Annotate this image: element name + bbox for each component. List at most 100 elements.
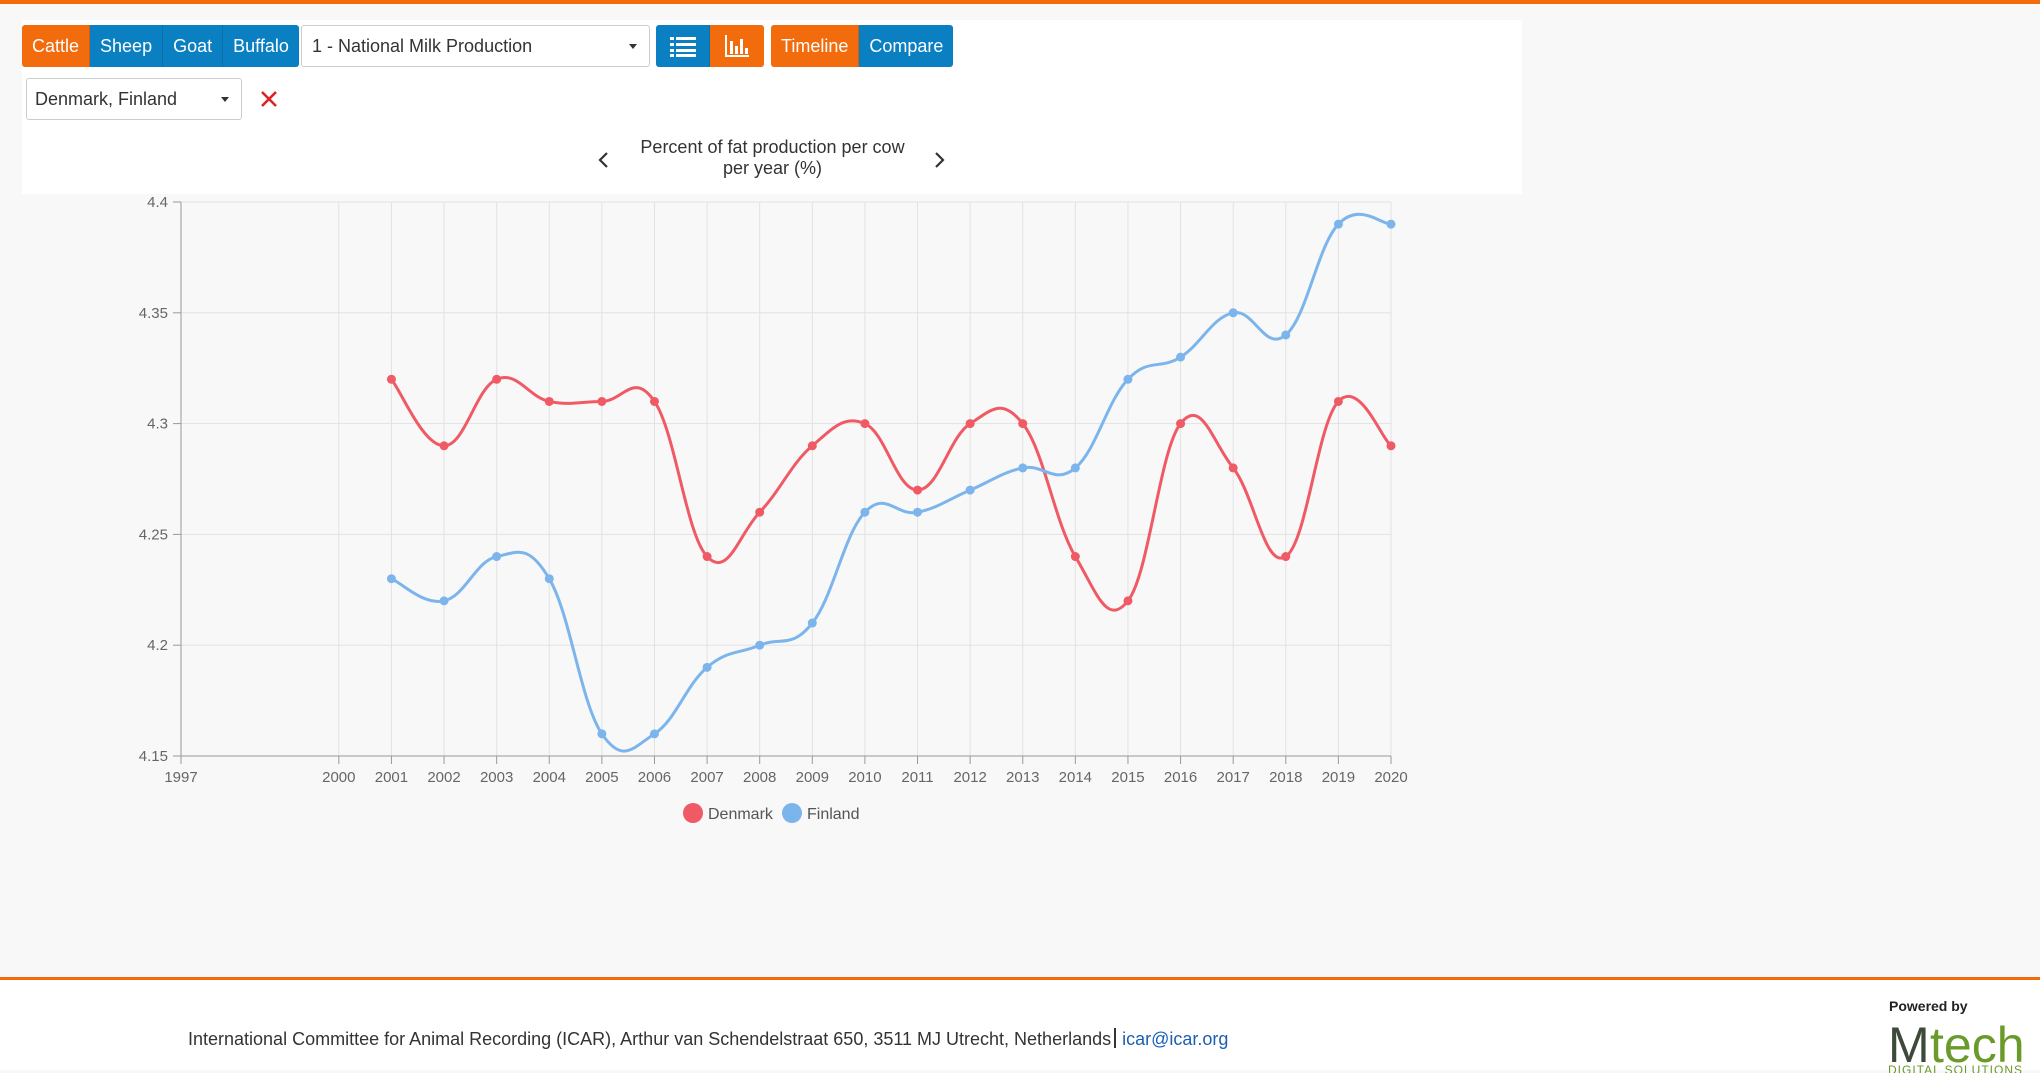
footer-address: International Committee for Animal Recor… [188, 1028, 1228, 1050]
tab-goat[interactable]: Goat [163, 25, 224, 67]
close-icon[interactable] [258, 86, 280, 112]
x-tick-label: 2017 [1216, 769, 1249, 786]
data-point-finland [649, 729, 659, 739]
y-tick-label: 4.15 [139, 748, 168, 765]
data-point-denmark [1228, 463, 1238, 473]
svg-text:M: M [1888, 1018, 1930, 1073]
data-point-finland [597, 729, 607, 739]
mtech-logo[interactable]: M tech DIGITAL SOLUTIONS [1888, 1018, 2038, 1073]
tab-timeline[interactable]: Timeline [771, 25, 860, 67]
legend-marker-finland [782, 803, 802, 823]
chart-title: Percent of fat production per cow per ye… [640, 137, 905, 178]
legend-marker-denmark [683, 803, 703, 823]
x-tick-label: 2013 [1006, 769, 1039, 786]
bar-chart-icon [725, 35, 749, 57]
x-tick-label: 2016 [1164, 769, 1197, 786]
data-point-denmark [1123, 596, 1133, 606]
data-point-denmark [913, 485, 923, 495]
data-point-denmark [544, 396, 554, 406]
data-point-finland [1176, 352, 1186, 362]
chevron-left-icon[interactable] [594, 148, 614, 172]
data-point-denmark [386, 374, 396, 384]
footer: International Committee for Animal Recor… [0, 977, 2040, 1073]
footer-address-text: International Committee for Animal Recor… [188, 1029, 1112, 1049]
data-point-denmark [1176, 419, 1186, 429]
country-select-value: Denmark, Finland [35, 89, 178, 109]
data-point-denmark [1018, 419, 1028, 429]
data-point-finland [439, 596, 449, 606]
data-point-finland [544, 574, 554, 584]
data-point-denmark [755, 507, 765, 517]
data-point-denmark [965, 419, 975, 429]
data-point-finland [1228, 308, 1238, 318]
data-point-finland [386, 574, 396, 584]
data-point-denmark [807, 441, 817, 451]
x-tick-label: 2018 [1269, 769, 1302, 786]
data-point-finland [1281, 330, 1291, 340]
x-tick-label: 1997 [164, 769, 197, 786]
data-point-denmark [492, 374, 502, 384]
x-tick-label: 2010 [848, 769, 881, 786]
data-point-finland [860, 507, 870, 517]
view-toggle [656, 25, 764, 67]
data-point-finland [702, 662, 712, 672]
tab-buffalo[interactable]: Buffalo [223, 25, 299, 67]
data-point-denmark [1070, 552, 1080, 562]
x-tick-label: 2011 [901, 769, 933, 786]
x-tick-label: 2008 [743, 769, 776, 786]
data-point-finland [807, 618, 817, 628]
x-tick-label: 2019 [1322, 769, 1355, 786]
list-icon [669, 37, 696, 57]
data-point-denmark [439, 441, 449, 451]
x-tick-label: 2003 [480, 769, 513, 786]
data-point-denmark [702, 552, 712, 562]
data-point-denmark [1333, 396, 1343, 406]
svg-text:DIGITAL SOLUTIONS: DIGITAL SOLUTIONS [1888, 1063, 2023, 1073]
list-view-button[interactable] [656, 25, 710, 67]
report-select[interactable]: 1 - National Milk Production [301, 25, 650, 67]
y-tick-label: 4.3 [147, 416, 168, 433]
y-tick-label: 4.25 [139, 526, 168, 543]
data-point-denmark [1386, 441, 1396, 451]
x-tick-label: 2020 [1374, 769, 1407, 786]
tab-compare[interactable]: Compare [859, 25, 954, 67]
chevron-down-icon [629, 44, 637, 49]
footer-email-link[interactable]: icar@icar.org [1122, 1029, 1229, 1049]
data-point-finland [1123, 374, 1133, 384]
y-tick-label: 4.35 [139, 305, 168, 322]
species-tabs: Cattle Sheep Goat Buffalo [22, 25, 299, 67]
y-tick-label: 4.4 [147, 194, 168, 211]
x-tick-label: 2015 [1111, 769, 1144, 786]
x-tick-label: 2005 [585, 769, 618, 786]
x-tick-label: 2009 [796, 769, 829, 786]
tab-sheep[interactable]: Sheep [90, 25, 164, 67]
data-point-finland [1386, 219, 1396, 229]
chevron-down-icon [221, 97, 229, 102]
data-point-finland [913, 507, 923, 517]
data-point-denmark [597, 396, 607, 406]
data-point-finland [1018, 463, 1028, 473]
x-tick-label: 2007 [690, 769, 723, 786]
powered-by-label: Powered by [1889, 998, 1968, 1014]
line-chart: 4.15 4.2 4.25 4.3 4.35 4.4 1997 2000 2001 2002 200… [139, 194, 1408, 823]
x-tick-label: 2002 [427, 769, 460, 786]
series-line-denmark [390, 376, 1393, 612]
x-tick-label: 2006 [638, 769, 671, 786]
report-select-value: 1 - National Milk Production [312, 36, 533, 56]
svg-text:tech: tech [1930, 1018, 2025, 1073]
chart-view-button[interactable] [710, 25, 764, 67]
country-select[interactable]: Denmark, Finland [26, 78, 242, 120]
x-tick-label: 2001 [375, 769, 408, 786]
data-point-finland [965, 485, 975, 495]
tab-cattle[interactable]: Cattle [22, 25, 91, 67]
chevron-right-icon[interactable] [929, 148, 949, 172]
data-point-finland [1333, 219, 1343, 229]
mode-tabs: Timeline Compare [771, 25, 954, 67]
data-point-denmark [1281, 552, 1291, 562]
x-tick-label: 2004 [533, 769, 566, 786]
x-tick-label: 2000 [322, 769, 355, 786]
top-accent-bar [0, 0, 2040, 4]
x-tick-label: 2014 [1059, 769, 1092, 786]
data-point-finland [492, 552, 502, 562]
legend-label-finland: Finland [807, 806, 859, 823]
